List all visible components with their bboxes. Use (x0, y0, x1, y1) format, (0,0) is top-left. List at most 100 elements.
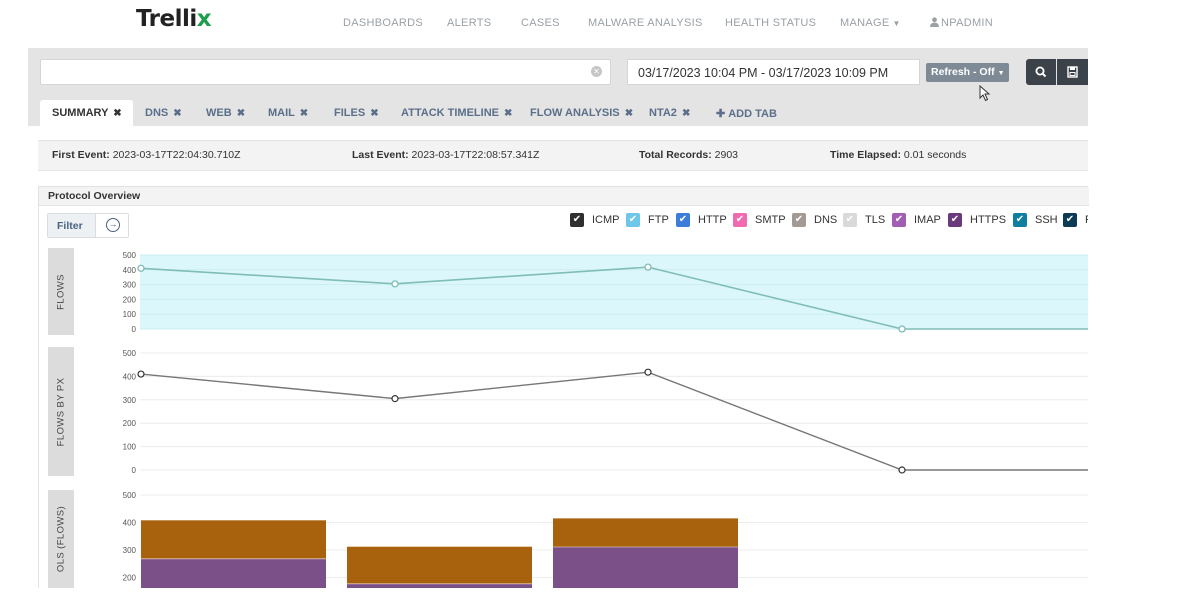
chart1-tick-label: 0 (132, 325, 137, 334)
legend-item-ssh[interactable]: ✔ SSH (1013, 213, 1058, 228)
chart1-data-point (391, 280, 399, 288)
legend-item-smtp[interactable]: ✔ SMTP (733, 213, 786, 228)
chart3-tick-label: 200 (123, 574, 137, 583)
tab-mail[interactable]: MAIL ✖ (268, 100, 308, 126)
nav-cases[interactable]: CASES (521, 17, 560, 29)
chart2-data-point (391, 395, 399, 403)
add-tab-button[interactable]: ✚ ADD TAB (716, 100, 777, 126)
mouse-cursor-icon (979, 85, 991, 102)
checkbox-icon[interactable]: ✔ (626, 213, 640, 227)
stats-bar: First Event: 2023-03-17T22:04:30.710Z La… (38, 140, 1088, 171)
trellix-logo[interactable]: Trellix (136, 6, 212, 32)
close-icon[interactable]: ✖ (624, 108, 634, 119)
tab-files-label: FILES (334, 107, 366, 119)
legend-label: ICMP (592, 214, 620, 226)
nav-user-label: NPADMIN (941, 17, 994, 29)
tab-attack-timeline[interactable]: ATTACK TIMELINE ✖ (401, 100, 512, 126)
close-icon[interactable]: ✖ (299, 108, 309, 119)
legend-label: F (1085, 214, 1088, 226)
save-icon (1067, 66, 1078, 78)
nav-dashboards[interactable]: DASHBOARDS (343, 17, 424, 29)
chart3-bar-segment (347, 583, 532, 588)
tab-flow-analysis[interactable]: FLOW ANALYSIS ✖ (530, 100, 633, 126)
save-button[interactable] (1057, 59, 1088, 85)
chart2-tick-label: 500 (123, 349, 137, 358)
checkbox-icon[interactable]: ✔ (733, 213, 747, 227)
search-input[interactable]: ✕ (40, 59, 611, 85)
legend-item-icmp[interactable]: ✔ ICMP (570, 213, 620, 228)
date-range-field[interactable]: 03/17/2023 10:04 PM - 03/17/2023 10:09 P… (627, 59, 920, 85)
close-icon[interactable]: ✖ (236, 108, 246, 119)
checkbox-icon[interactable]: ✔ (792, 213, 806, 227)
logo-x-mark: x (196, 6, 212, 32)
stat-value: 2903 (714, 149, 739, 161)
chart3-bar-segment (553, 546, 738, 588)
checkbox-icon[interactable]: ✔ (948, 213, 962, 227)
stat-time-elapsed: Time Elapsed: 0.01 seconds (830, 149, 966, 161)
chart3-clip-cover-bottom (0, 588, 1200, 600)
tab-mail-label: MAIL (268, 107, 295, 119)
legend-item-imap[interactable]: ✔ IMAP (892, 213, 941, 228)
chart1-tick-label: 200 (123, 295, 137, 304)
checkbox-icon[interactable]: ✔ (1013, 213, 1027, 227)
chart2-tick-label: 300 (123, 396, 137, 405)
stat-total-records: Total Records: 2903 (639, 149, 738, 161)
tab-flow-analysis-label: FLOW ANALYSIS (530, 107, 620, 119)
close-icon[interactable]: ✖ (681, 108, 691, 119)
chart2-series-line (140, 371, 1088, 471)
chevron-down-icon: ▼ (997, 70, 1005, 77)
search-button[interactable] (1026, 59, 1056, 85)
nav-alerts[interactable]: ALERTS (447, 17, 492, 29)
nav-malware-analysis[interactable]: MALWARE ANALYSIS (588, 17, 703, 29)
tab-files[interactable]: FILES ✖ (334, 100, 379, 126)
close-icon[interactable]: ✖ (113, 108, 122, 119)
refresh-dropdown[interactable]: Refresh - Off ▼ (926, 63, 1009, 82)
legend-item-truncated[interactable]: ✔F (1063, 213, 1088, 228)
close-icon[interactable]: ✖ (173, 108, 182, 119)
legend-item-tls[interactable]: ✔ TLS (843, 213, 885, 228)
chart1-data-point (137, 264, 145, 272)
chevron-down-icon: ▼ (892, 19, 901, 28)
tab-web[interactable]: WEB ✖ (206, 100, 245, 126)
nav-manage[interactable]: MANAGE ▼ (840, 17, 901, 29)
legend-item-ftp[interactable]: ✔ FTP (626, 213, 669, 228)
chart2-data-point (644, 368, 652, 376)
legend-label: IMAP (914, 214, 941, 226)
filter-control[interactable]: Filter → (47, 213, 129, 238)
nav-health-status[interactable]: HEALTH STATUS (725, 17, 817, 29)
tab-nta2[interactable]: NTA2 ✖ (649, 100, 690, 126)
nav-user-menu[interactable]: NPADMIN (930, 17, 993, 29)
chart2-tick-label: 0 (132, 466, 137, 475)
chart3-bar-segment (141, 558, 326, 588)
checkbox-icon[interactable]: ✔ (570, 213, 584, 227)
close-icon[interactable]: ✖ (370, 108, 379, 119)
checkbox-icon[interactable]: ✔ (892, 213, 906, 227)
chart2-tick-label: 200 (123, 419, 137, 428)
arrow-right-circle-icon[interactable]: → (106, 218, 120, 232)
legend-label: FTP (648, 214, 669, 226)
tab-dns[interactable]: DNS ✖ (145, 100, 182, 126)
stat-value: 2023-03-17T22:04:30.710Z (112, 149, 241, 161)
chart1-tick-label: 100 (123, 310, 137, 319)
legend-label: DNS (814, 214, 838, 226)
chart2-tick-label: 400 (123, 372, 137, 381)
checkbox-icon[interactable]: ✔ (1063, 213, 1077, 227)
add-tab-label: ADD TAB (728, 108, 777, 120)
legend-item-http[interactable]: ✔ HTTP (676, 213, 727, 228)
tab-summary[interactable]: SUMMARY ✖ (40, 100, 133, 126)
chart1-ylabel-band: FLOWS (48, 248, 74, 335)
legend-item-https[interactable]: ✔ HTTPS (948, 213, 1006, 228)
chart3-bar-segment (347, 546, 532, 584)
tab-nta2-label: NTA2 (649, 107, 677, 119)
plus-icon: ✚ (716, 108, 726, 120)
checkbox-icon[interactable]: ✔ (843, 213, 857, 227)
logo-text: Trelli (136, 6, 197, 32)
chart3-bar-segment (553, 518, 738, 547)
legend-item-dns[interactable]: ✔ DNS (792, 213, 837, 228)
chart1-tick-label: 400 (123, 266, 137, 275)
close-icon[interactable]: ✖ (504, 108, 513, 119)
clear-icon[interactable]: ✕ (591, 66, 602, 77)
checkbox-icon[interactable]: ✔ (676, 213, 690, 227)
